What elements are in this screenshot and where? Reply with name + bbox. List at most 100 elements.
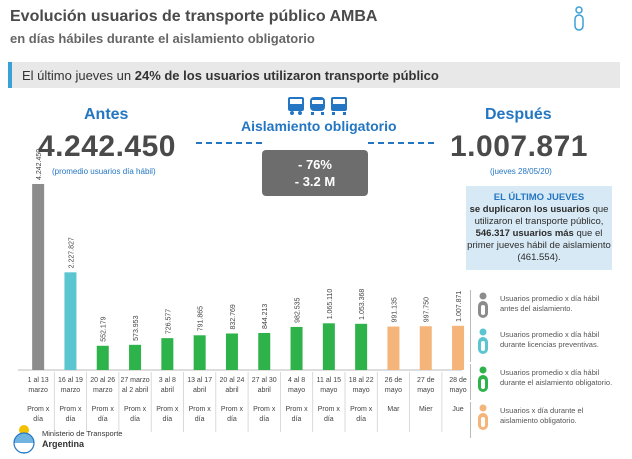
category-sublabel: día [324,416,334,423]
category-label: 13 al 17 [187,377,212,384]
bar [258,332,271,370]
bar [452,325,465,370]
bar-value-label: 573.953 [133,315,140,340]
bar-value-label: 1.053.368 [359,289,366,320]
despues-note: (jueves 28/05/20) [490,167,552,176]
category-sublabel: Prom x [59,406,82,413]
bar-value-label: 844.213 [262,304,269,329]
category-sublabel: día [33,416,43,423]
category-label: marzo [93,387,113,394]
antes-label: Antes [84,106,129,123]
legend-text: Usuarios promedio x día hábil durante el… [500,368,613,387]
category-label: 4 al 8 [288,377,305,384]
category-label: 18 al 22 [349,377,374,384]
category-label: 27 al 30 [252,377,277,384]
category-label: mayo [385,387,402,394]
category-label: mayo [320,387,337,394]
category-sublabel: Prom x [124,406,147,413]
bar-value-label: 982.535 [295,298,302,323]
person-cyan-icon [478,328,488,354]
category-sublabel: día [259,416,269,423]
drop-summary-box: - 76% - 3.2 M [262,150,368,196]
category-label: marzo [28,387,48,394]
drop-absolute: - 3.2 M [294,174,336,189]
bar-value-label: 4.242.450 [36,149,43,180]
category-sublabel: Prom x [285,406,308,413]
category-label: mayo [288,387,305,394]
info-box-title: EL ÚLTIMO JUEVES [493,192,585,203]
category-sublabel: Prom x [156,406,179,413]
info-box: EL ÚLTIMO JUEVES se duplicaron los usuar… [466,186,612,270]
bar-value-label: 2.227.827 [68,237,75,268]
category-sublabel: Mar [387,406,400,413]
footer-country: Argentina [42,439,85,449]
aislamiento-label: Aislamiento obligatorio [241,118,397,134]
drop-percent: - 76% [298,157,332,172]
info-box-text-2: que el primer jueves hábil de aislamient… [467,228,611,263]
category-label: 3 al 8 [159,377,176,384]
category-label: 1 al 13 [28,377,49,384]
bar [322,323,335,370]
category-label: 26 de [385,377,403,384]
category-label: 20 al 24 [219,377,244,384]
category-sublabel: día [98,416,108,423]
bar-value-label: 1.065.110 [327,289,334,320]
category-sublabel: Jue [452,406,463,413]
category-label: 16 al 19 [58,377,83,384]
category-sublabel: Prom x [189,406,212,413]
info-box-bold-1: se duplicaron los usuarios [469,204,590,215]
person-icon [574,6,584,31]
dashed-line-left [196,142,262,144]
bar [290,326,303,370]
bar [193,335,206,370]
legend-item-diario: Usuarios x día durante el aislamiento ob… [470,402,620,438]
category-sublabel: día [195,416,205,423]
category-sublabel: día [227,416,237,423]
category-sublabel: Prom x [92,406,115,413]
headline-banner [8,62,620,88]
legend-item-aislamiento: Usuarios promedio x día hábil durante el… [470,364,620,400]
category-label: abril [258,387,272,394]
category-label: abril [161,387,175,394]
bar-value-label: 997.750 [424,297,431,322]
legend-text: Usuarios x día durante el aislamiento ob… [500,406,584,425]
bar [96,345,109,370]
bar [225,333,238,370]
dashed-line-right [368,142,434,144]
category-sublabel: Mier [419,406,433,413]
headline-text: El último jueves un 24% de los usuarios … [22,68,439,83]
category-sublabel: Prom x [350,406,373,413]
bar [419,326,432,370]
category-sublabel: día [356,416,366,423]
legend-text: Usuarios promedio x día hábil durante li… [500,330,600,349]
category-sublabel: Prom x [27,406,50,413]
category-label: mayo [417,387,434,394]
page-title: Evolución usuarios de transporte público… [10,8,378,25]
bar [64,272,77,370]
person-green-icon [478,366,488,392]
page-subtitle: en días hábiles durante el aislamiento o… [10,31,315,46]
category-label: marzo [61,387,81,394]
bar-value-label: 726.577 [165,309,172,334]
despues-value: 1.007.871 [450,130,588,163]
category-sublabel: día [292,416,302,423]
category-sublabel: Prom x [253,406,276,413]
bar-value-label: 1.007.871 [456,291,463,322]
category-label: al 2 abril [122,387,149,394]
footer-ministry: Ministerio de Transporte [42,429,123,438]
bar [129,344,142,370]
bar [387,326,400,370]
bar [161,338,174,370]
despues-label: Después [485,106,552,123]
category-label: 28 de [449,377,467,384]
category-label: 27 marzo [120,377,149,384]
legend-text: Usuarios promedio x día hábil antes del … [500,294,600,313]
bar-value-label: 552.179 [101,316,108,341]
bus-icon [288,97,304,115]
bar [355,323,368,370]
transport-icons [288,97,347,115]
category-label: 20 al 26 [90,377,115,384]
subway-icon [331,97,347,115]
category-sublabel: Prom x [221,406,244,413]
